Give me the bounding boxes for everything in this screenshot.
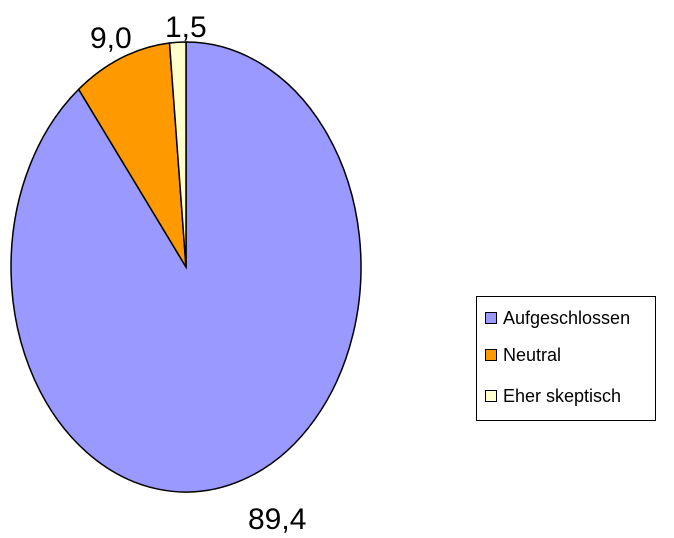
- legend-label-aufgeschlossen: Aufgeschlossen: [503, 307, 631, 328]
- legend-swatch-aufgeschlossen: [485, 312, 497, 324]
- data-label-eher-skeptisch: 1,5: [165, 11, 207, 44]
- legend-label-eher-skeptisch: Eher skeptisch: [503, 385, 622, 406]
- legend-item-eher-skeptisch: Eher skeptisch: [485, 385, 621, 407]
- pie-slices: [10, 41, 362, 493]
- data-label-neutral: 9,0: [90, 22, 132, 55]
- data-label-aufgeschlossen: 89,4: [248, 503, 306, 536]
- pie-slice-eher-skeptisch: [168, 41, 187, 268]
- pie-data-labels: 89,4 9,0 1,5: [90, 11, 306, 536]
- legend-item-aufgeschlossen: Aufgeschlossen: [485, 307, 630, 329]
- legend-swatch-eher-skeptisch: [485, 390, 497, 402]
- legend-swatch-neutral: [485, 349, 497, 361]
- legend-label-neutral: Neutral: [503, 344, 562, 365]
- legend-item-neutral: Neutral: [485, 344, 561, 366]
- pie-slice-neutral: [77, 42, 187, 268]
- legend: Aufgeschlossen Neutral Eher skeptisch: [476, 296, 656, 421]
